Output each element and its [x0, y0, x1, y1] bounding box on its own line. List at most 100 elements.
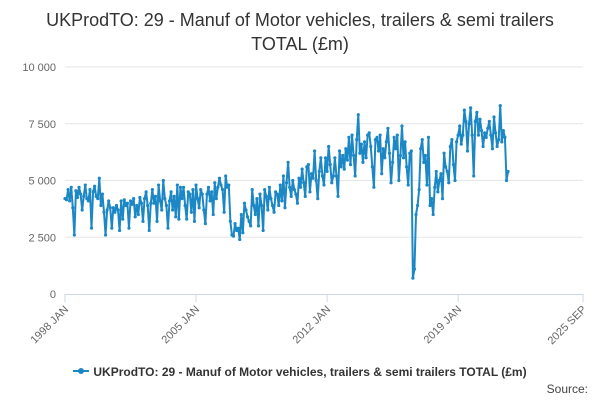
data-point[interactable] — [250, 187, 254, 192]
data-point[interactable] — [116, 208, 120, 212]
data-point[interactable] — [202, 208, 206, 212]
data-point[interactable] — [344, 147, 348, 151]
data-point[interactable] — [370, 165, 374, 169]
data-point[interactable] — [359, 142, 364, 146]
data-point[interactable] — [316, 197, 320, 201]
data-point[interactable] — [478, 117, 482, 121]
data-point[interactable] — [189, 210, 193, 214]
data-point[interactable] — [373, 138, 378, 142]
data-point[interactable] — [192, 219, 197, 223]
data-point[interactable] — [489, 133, 493, 137]
data-point[interactable] — [492, 115, 496, 119]
data-point[interactable] — [214, 197, 218, 201]
data-point[interactable] — [147, 228, 151, 233]
data-point[interactable] — [484, 135, 488, 139]
data-point[interactable] — [428, 203, 432, 208]
data-point[interactable] — [392, 135, 396, 139]
data-point[interactable] — [369, 144, 373, 149]
data-point[interactable] — [255, 197, 259, 201]
data-point[interactable] — [283, 206, 287, 210]
data-point[interactable] — [211, 212, 215, 217]
data-point[interactable] — [128, 199, 133, 203]
data-point[interactable] — [334, 174, 339, 178]
data-point[interactable] — [303, 194, 307, 198]
data-point[interactable] — [487, 119, 491, 124]
data-point[interactable] — [305, 165, 309, 169]
data-point[interactable] — [292, 187, 296, 192]
data-point[interactable] — [264, 194, 268, 198]
data-point[interactable] — [158, 199, 162, 203]
data-point[interactable] — [414, 212, 418, 217]
data-point[interactable] — [348, 163, 353, 167]
data-point[interactable] — [124, 203, 128, 208]
data-point[interactable] — [199, 187, 203, 192]
data-point[interactable] — [454, 140, 459, 144]
data-point[interactable] — [175, 183, 179, 187]
data-point[interactable] — [336, 194, 340, 198]
data-point[interactable] — [317, 169, 321, 174]
data-point[interactable] — [96, 197, 100, 201]
data-point[interactable] — [174, 215, 178, 219]
data-point[interactable] — [431, 212, 435, 217]
data-point[interactable] — [376, 149, 381, 153]
data-point[interactable] — [345, 158, 349, 162]
data-point[interactable] — [286, 160, 290, 164]
data-point[interactable] — [415, 203, 420, 208]
data-point[interactable] — [178, 185, 183, 189]
data-point[interactable] — [483, 131, 487, 135]
data-point[interactable] — [341, 153, 345, 158]
data-point[interactable] — [381, 147, 385, 151]
data-point[interactable] — [362, 140, 367, 144]
data-point[interactable] — [157, 183, 161, 187]
data-point[interactable] — [339, 165, 343, 169]
data-point[interactable] — [280, 199, 284, 203]
data-point[interactable] — [233, 222, 237, 226]
data-point[interactable] — [94, 194, 98, 198]
data-point[interactable] — [309, 172, 314, 176]
data-point[interactable] — [125, 201, 129, 205]
data-point[interactable] — [412, 267, 417, 271]
data-point[interactable] — [200, 192, 204, 196]
data-point[interactable] — [130, 202, 134, 206]
data-point[interactable] — [181, 185, 186, 189]
data-point[interactable] — [403, 140, 407, 144]
data-point[interactable] — [350, 133, 354, 137]
data-point[interactable] — [219, 183, 223, 187]
data-point[interactable] — [327, 144, 331, 149]
data-point[interactable] — [74, 189, 78, 193]
data-point[interactable] — [79, 192, 83, 196]
data-point[interactable] — [163, 197, 167, 201]
data-point[interactable] — [185, 217, 189, 221]
data-point[interactable] — [197, 206, 201, 210]
data-point[interactable] — [194, 183, 198, 187]
data-point[interactable] — [135, 203, 139, 208]
data-point[interactable] — [448, 144, 452, 149]
data-point[interactable] — [420, 138, 424, 142]
data-point[interactable] — [228, 219, 232, 223]
data-point[interactable] — [118, 228, 122, 233]
data-point[interactable] — [72, 233, 76, 237]
data-point[interactable] — [501, 128, 505, 133]
data-point[interactable] — [356, 113, 360, 117]
data-point[interactable] — [495, 144, 499, 149]
data-point[interactable] — [247, 219, 251, 223]
data-point[interactable] — [166, 226, 170, 230]
data-point[interactable] — [493, 131, 498, 135]
data-point[interactable] — [486, 126, 490, 130]
data-point[interactable] — [319, 156, 323, 160]
data-point[interactable] — [444, 165, 448, 169]
data-point[interactable] — [406, 183, 410, 187]
data-point[interactable] — [331, 174, 335, 178]
data-point[interactable] — [88, 187, 92, 192]
data-point[interactable] — [64, 198, 69, 202]
data-point[interactable] — [102, 210, 106, 214]
data-point[interactable] — [164, 203, 168, 208]
data-point[interactable] — [191, 187, 195, 192]
data-point[interactable] — [71, 206, 75, 210]
data-point[interactable] — [258, 192, 262, 196]
data-point[interactable] — [445, 169, 449, 174]
data-point[interactable] — [458, 124, 462, 128]
data-point[interactable] — [417, 187, 421, 192]
data-point[interactable] — [89, 226, 94, 230]
data-point[interactable] — [169, 190, 173, 194]
